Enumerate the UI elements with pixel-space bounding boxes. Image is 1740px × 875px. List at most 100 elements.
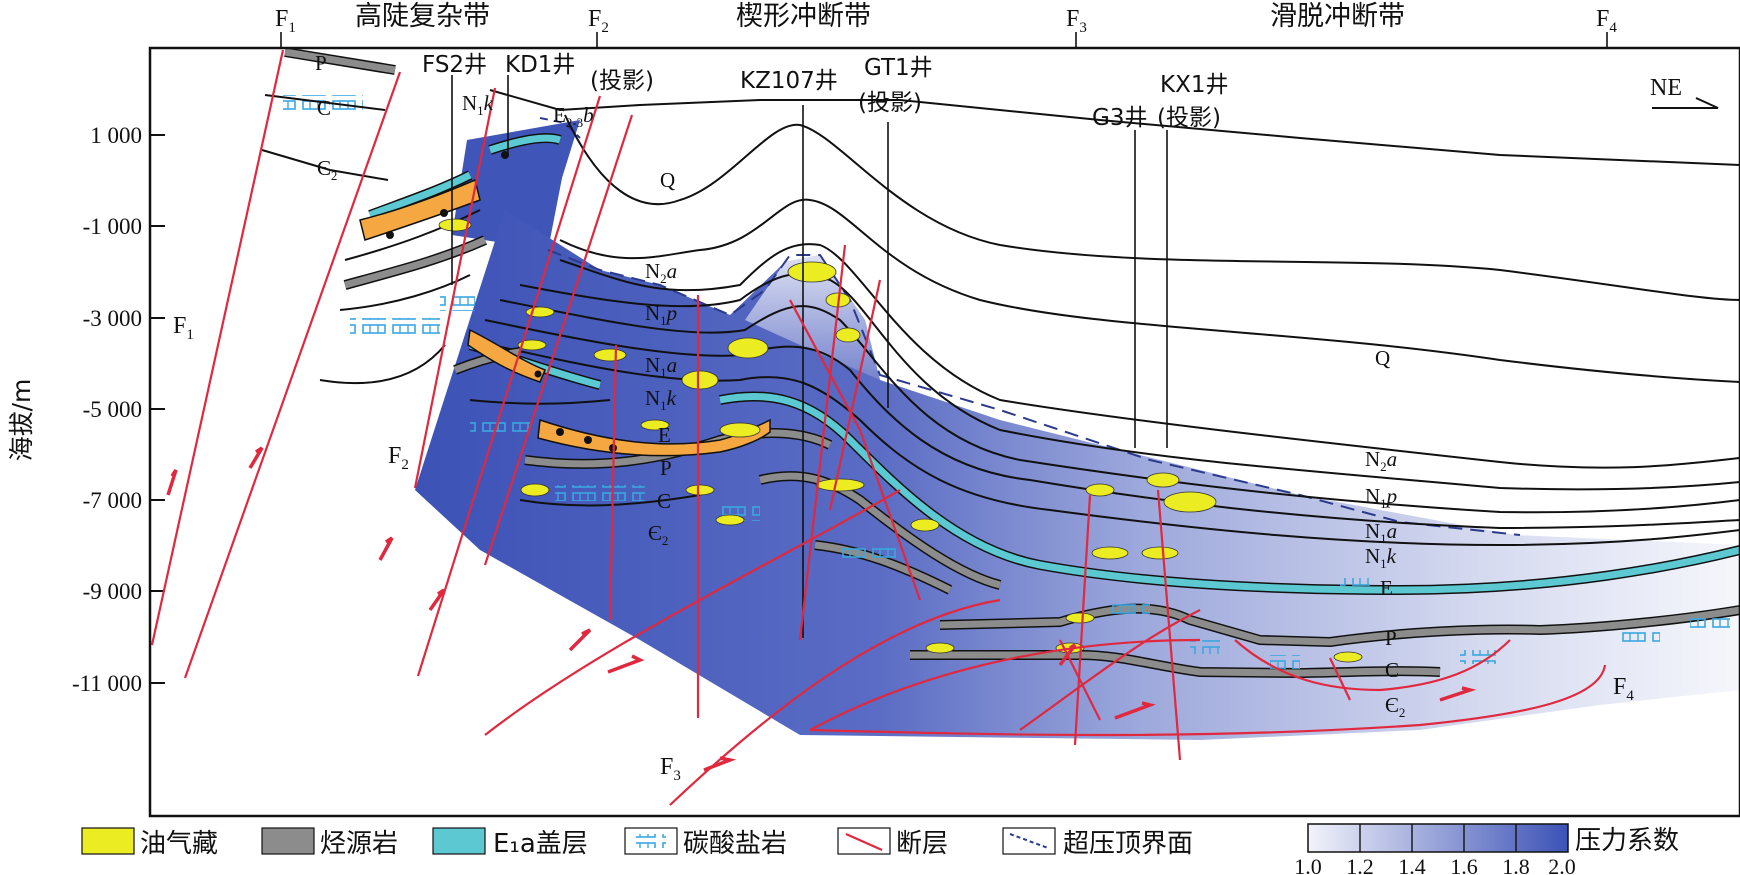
carbonate-band: [470, 420, 530, 436]
y-tick-label: -7 000: [83, 488, 142, 513]
pressure-scale-tick: 1.0: [1294, 854, 1322, 875]
legend-carbonate-label: 碳酸盐岩: [683, 829, 787, 859]
carbonate-band: [350, 318, 440, 336]
pressure-scale-bar: [1307, 823, 1569, 853]
legend-overpressure-swatch: [1002, 827, 1056, 855]
legend-overpressure-label: 超压顶界面: [1063, 829, 1193, 859]
fault-f4-splay2: [1329, 657, 1351, 701]
strat-label-cam2-left: Є2: [317, 156, 337, 183]
fault-f2-c: [483, 114, 634, 566]
source-rock-wedge: [759, 472, 1001, 589]
carbonate-band: [1110, 602, 1150, 616]
carbonate-band: [1460, 650, 1500, 664]
source-rock-block1: [344, 236, 487, 289]
fault-f4-splay: [1234, 639, 1511, 692]
oil-reservoir: [681, 370, 719, 390]
overpressure-dome: [745, 255, 880, 380]
fault-label-top-f1: F1: [275, 6, 296, 36]
oil-reservoir: [1091, 546, 1129, 560]
y-tick-label: 1 000: [90, 123, 142, 148]
q-base-line: [564, 114, 1740, 301]
source-rock-east-c: [910, 651, 1441, 677]
oil-reservoir: [520, 483, 550, 497]
oil-reservoir: [1333, 651, 1363, 663]
fault-arrows: [166, 446, 1477, 772]
legend-pressure-title: 压力系数: [1575, 826, 1679, 856]
oil-reservoir: [719, 422, 761, 438]
strat-label-cam2: Є2: [648, 521, 668, 548]
pressure-scale-tick: 1.4: [1398, 854, 1426, 875]
strat-label-n1a-east: N1a: [1365, 519, 1397, 546]
oil-reservoir: [685, 484, 715, 496]
y-tick-label: -1 000: [83, 214, 142, 239]
oil-reservoir: [727, 337, 769, 359]
n1p-line: [519, 273, 1740, 491]
oil-reservoir: [438, 218, 472, 232]
pressure-scale-tick: 1.2: [1346, 854, 1374, 875]
oil-reservoir: [517, 339, 547, 351]
strata-line-left: [519, 494, 701, 507]
overpressure-field-left: [452, 120, 580, 250]
fault-label-f2: F2: [388, 443, 409, 473]
fault-label-f1: F1: [173, 313, 194, 343]
oil-reservoir: [1146, 472, 1180, 488]
direction-label: NE: [1650, 75, 1682, 101]
strat-label-p-east: P: [1385, 626, 1397, 650]
carbonate-band: [1690, 618, 1730, 632]
strata-line-left: [261, 149, 389, 181]
oil-reservoir: [787, 261, 837, 283]
carbonate-band: [1190, 640, 1220, 654]
strat-label-n1p-east: N1p: [1365, 484, 1397, 511]
strat-label-c-east: C: [1385, 658, 1399, 682]
carbonate-band: [440, 295, 475, 311]
strat-label-q-west: Q: [660, 168, 675, 192]
fault-f1: [150, 49, 285, 646]
orange-reservoir-block1: [359, 178, 481, 241]
oil-reservoir: [835, 327, 861, 343]
strat-label-n1k-top: N1k: [462, 91, 494, 118]
oil-reservoir: [1085, 483, 1115, 497]
strat-label-e-east: E: [1380, 576, 1393, 600]
pressure-scale-tick: 1.8: [1502, 854, 1530, 875]
legend-cap-swatch: [432, 827, 486, 855]
direction-indicator: NE: [1650, 75, 1719, 109]
strat-label-n1k: N1k: [645, 386, 677, 413]
strat-label-n2a-east: N2a: [1365, 447, 1397, 474]
surface-line: [489, 89, 1740, 166]
strat-label-e: E: [658, 423, 671, 447]
section-frame: [148, 46, 1740, 818]
zone-detachment-thrust: 滑脱冲断带: [1270, 1, 1405, 32]
fault-f1-b: [183, 71, 402, 679]
carbonate-band: [1270, 655, 1300, 669]
zone-wedge-thrust: 楔形冲断带: [736, 1, 871, 32]
pressure-scale-tick: 2.0: [1548, 854, 1576, 875]
carbonate-icon: [636, 834, 666, 848]
pressure-scale-tick: 1.6: [1450, 854, 1478, 875]
strat-label-p: P: [660, 456, 672, 480]
oil-reservoir: [593, 348, 627, 362]
strat-label-n1p: N1p: [645, 301, 677, 328]
fault-f2-e: [608, 344, 618, 621]
oil-reservoir: [910, 518, 940, 532]
y-tick-label: -3 000: [83, 306, 142, 331]
fault-label-f3: F3: [660, 754, 681, 784]
cap-layer-block2: [488, 134, 562, 154]
fault-line-icon: [845, 832, 883, 852]
strat-label-e23b: E2-3b: [553, 103, 594, 130]
orange-reservoir-block3: [537, 418, 771, 457]
cap-layer-block1: [368, 171, 472, 219]
strat-label-n1k-east: N1k: [1365, 544, 1397, 571]
faults: [150, 49, 1607, 806]
well-label-gt1: GT1井: [864, 55, 933, 81]
well-label-kx1-projection: (投影): [1157, 105, 1221, 131]
n2a-base-line: [559, 243, 1740, 469]
source-rock-p-left: [284, 48, 396, 74]
carbonate-band: [840, 545, 900, 561]
orange-reservoir-block2: [467, 328, 546, 383]
section-panel: [148, 46, 1740, 818]
oil-reservoir: [640, 419, 670, 431]
carbonate-band: [1620, 632, 1660, 646]
fault-f4-detachment: [809, 664, 1607, 737]
y-axis-title: 海拔/m: [7, 379, 36, 462]
